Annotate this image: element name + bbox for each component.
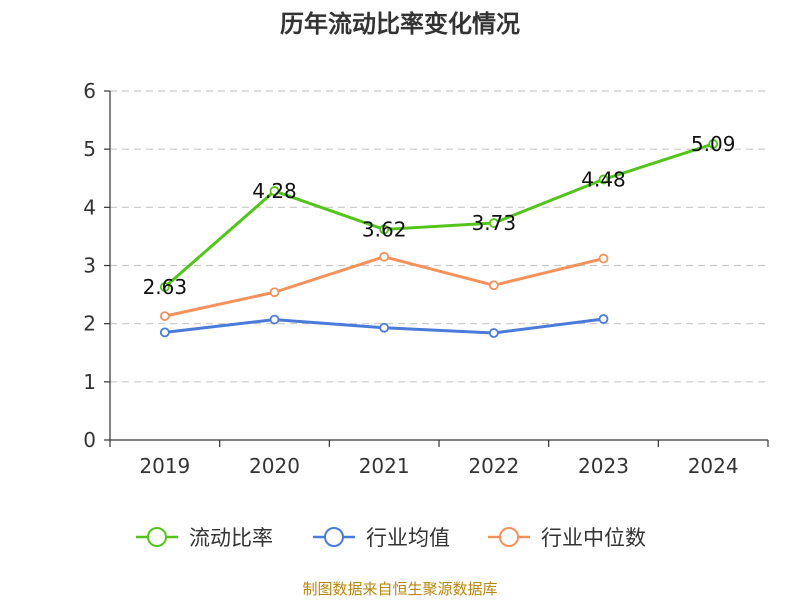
y-tick-label: 3 — [83, 254, 96, 278]
data-point — [488, 328, 499, 338]
legend-item: 流动比率 — [136, 526, 273, 550]
legend-marker — [499, 527, 519, 547]
data-point — [159, 327, 170, 338]
data-labels: 2.63 4.28 3.62 3.73 4.48 5.09 — [143, 132, 736, 299]
axes: 0 1 2 3 4 5 6 2019 2020 2021 2022 2023 2024 — [83, 79, 769, 478]
grid-lines — [110, 90, 768, 383]
data-label: 4.28 — [252, 179, 297, 203]
source-note: 制图数据来自恒生聚源数据库 — [302, 580, 498, 598]
data-point — [598, 314, 609, 324]
x-tick-label: 2024 — [688, 454, 739, 478]
x-tick-label: 2021 — [359, 454, 410, 478]
legend: 流动比率 行业均值 行业中位数 — [136, 526, 646, 550]
x-tick-label: 2019 — [139, 454, 190, 478]
data-label: 4.48 — [581, 167, 626, 191]
data-point — [159, 282, 170, 292]
data-point — [598, 253, 609, 264]
legend-item: 行业均值 — [313, 526, 450, 550]
x-tick-label: 2023 — [578, 454, 629, 478]
data-label: 3.62 — [362, 217, 407, 241]
legend-label: 行业均值 — [366, 526, 450, 550]
data-point — [708, 139, 719, 149]
series-line — [163, 142, 714, 289]
y-tick-label: 4 — [83, 195, 96, 219]
y-tick-label: 1 — [83, 370, 96, 394]
legend-label: 行业中位数 — [541, 526, 646, 550]
data-label: 2.63 — [143, 275, 188, 299]
data-point — [488, 280, 499, 291]
legend-marker — [147, 527, 167, 547]
y-tick-label: 0 — [83, 428, 96, 452]
data-point — [488, 218, 499, 228]
series — [159, 139, 719, 338]
series-2 — [159, 251, 609, 322]
data-point — [379, 322, 390, 333]
y-tick-label: 5 — [83, 137, 96, 161]
data-point — [269, 314, 280, 325]
legend-label: 流动比率 — [189, 526, 273, 550]
data-label: 5.09 — [691, 132, 736, 156]
data-point — [598, 174, 609, 185]
legend-marker — [324, 527, 344, 547]
data-label: 3.73 — [472, 211, 517, 235]
x-tick-label: 2020 — [249, 454, 300, 478]
data-point — [159, 311, 170, 322]
y-tick-label: 6 — [83, 79, 96, 103]
x-tick-label: 2022 — [468, 454, 519, 478]
series-1 — [159, 314, 609, 338]
legend-item: 行业中位数 — [488, 526, 646, 550]
data-point — [269, 287, 280, 298]
data-point — [379, 251, 390, 262]
data-point — [379, 224, 390, 235]
y-tick-label: 2 — [83, 312, 96, 336]
series-0 — [159, 139, 719, 292]
data-point — [269, 186, 280, 196]
chart-title: 历年流动比率变化情况 — [280, 10, 520, 38]
